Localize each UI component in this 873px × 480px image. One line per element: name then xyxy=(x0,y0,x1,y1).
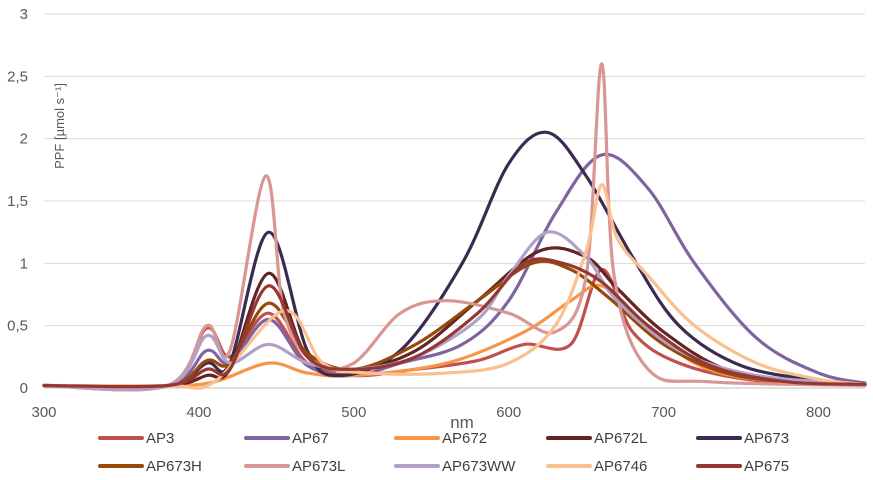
y-tick-label: 3 xyxy=(20,6,28,23)
x-axis-ticks: 300 400 500 600 700 800 xyxy=(31,404,831,421)
legend-label: AP673WW xyxy=(442,458,516,475)
legend-label: AP673L xyxy=(292,458,345,475)
y-tick-label: 0 xyxy=(20,380,28,397)
x-tick-label: 300 xyxy=(31,404,56,421)
legend-label: AP672L xyxy=(594,430,647,447)
legend-label: AP67 xyxy=(292,430,329,447)
legend: AP3 AP67 AP672 AP672L AP673 AP673H AP673L AP673… xyxy=(98,430,789,475)
series-line-ap673h xyxy=(42,259,867,389)
grid-lines xyxy=(44,13,865,389)
series-line-ap673l xyxy=(42,62,867,392)
x-tick-label: 400 xyxy=(186,404,211,421)
y-tick-label: 1,5 xyxy=(7,193,28,210)
legend-label: AP675 xyxy=(744,458,789,475)
y-tick-label: 0,5 xyxy=(7,318,28,335)
x-axis-title: nm xyxy=(450,413,474,432)
legend-label: AP6746 xyxy=(594,458,647,475)
legend-label: AP673H xyxy=(146,458,202,475)
series-lines xyxy=(42,62,867,392)
x-tick-label: 500 xyxy=(341,404,366,421)
y-tick-label: 2,5 xyxy=(7,68,28,85)
x-tick-label: 600 xyxy=(496,404,521,421)
series-line-ap6746 xyxy=(42,183,867,390)
series-line-ap67 xyxy=(42,152,867,390)
x-tick-label: 800 xyxy=(806,404,831,421)
legend-label: AP673 xyxy=(744,430,789,447)
legend-label: AP3 xyxy=(146,430,174,447)
y-tick-label: 2 xyxy=(20,131,28,148)
series-line-ap672l xyxy=(42,246,867,388)
y-axis-ticks: 0 0,5 1 1,5 2 2,5 3 xyxy=(7,6,28,397)
legend-label: AP672 xyxy=(442,430,487,447)
x-tick-label: 700 xyxy=(651,404,676,421)
series-line-ap675 xyxy=(42,257,867,389)
y-axis-title: PPF [µmol s⁻¹] xyxy=(52,83,67,169)
series-line-ap673ww xyxy=(42,230,867,391)
y-tick-label: 1 xyxy=(20,255,28,272)
series-line-ap3 xyxy=(42,268,867,392)
